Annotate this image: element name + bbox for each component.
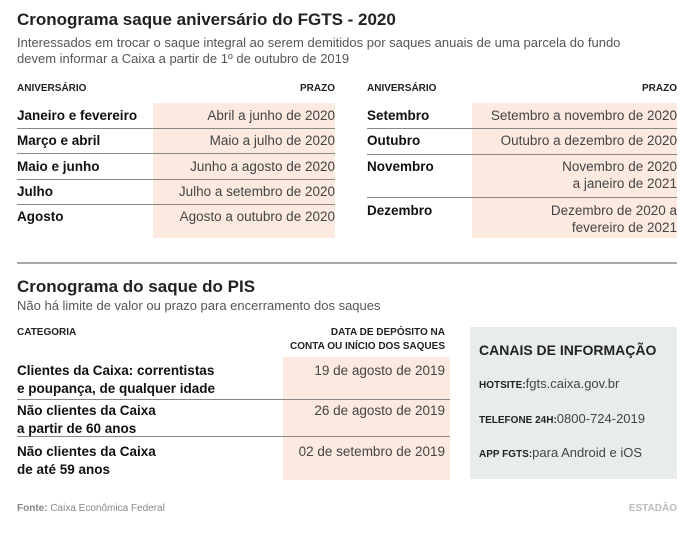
data-cell: 02 de setembro de 2019 [298,444,445,459]
col-data: DATA DE DEPÓSITO NA [330,327,445,338]
row-divider [17,436,450,437]
row-divider [17,203,335,205]
aniversario-cell: Setembro [367,108,430,123]
aniversario-cell: Novembro [367,159,434,174]
prazo-cell-2: a janeiro de 2021 [572,176,677,191]
prazo-cell: Maio a julho de 2020 [209,133,335,149]
prazo-cell: Agosto a outubro de 2020 [179,209,335,225]
highlight-column [283,357,450,480]
phone-value: 0800-724-2019 [556,411,645,426]
prazo-cell: Novembro de 2020 [562,159,677,174]
data-cell: 26 de agosto de 2019 [314,403,445,418]
row-divider [367,154,677,155]
highlight-column [153,103,335,238]
categoria-cell: Não clientes da Caixa [17,444,156,459]
prazo-cell-2: fevereiro de 2021 [571,220,677,235]
prazo-cell: Julho a setembro de 2020 [178,183,335,199]
fgts-subtitle: Interessados em trocar o saque integral … [17,35,621,50]
section-divider [17,262,677,264]
aniversario-cell: Agosto [17,209,64,225]
fgts-subtitle-2: devem informar a Caixa a partir de 1º de… [17,51,350,66]
pis-subtitle: Não há limite de valor ou prazo para enc… [17,298,381,313]
row-divider [17,178,335,180]
row-divider [17,399,450,400]
col-data-2: CONTA OU INÍCIO DOS SAQUES [289,341,445,352]
highlight-column [472,103,677,238]
categoria-cell-2: a partir de 60 anos [17,421,137,436]
col-prazo: PRAZO [642,83,677,94]
row-divider [17,128,335,129]
data-cell: 19 de agosto de 2019 [314,363,445,378]
aniversario-cell: Julho [17,183,53,199]
source: Caixa Econômica Federal [50,503,165,514]
aniversario-cell: Março e abril [17,133,101,149]
col-prazo: PRAZO [300,83,335,94]
prazo-cell: Setembro a novembro de 2020 [490,108,677,123]
fgts-title: Cronograma saque aniversário do FGTS - 2… [17,10,396,29]
hotsite-label: HOTSITE: [479,380,526,391]
info-title: CANAIS DE INFORMAÇÃO [479,342,657,358]
row-divider [367,197,677,198]
app-label: APP FGTS: [479,449,533,460]
info-box: CANAIS DE INFORMAÇÃO HOTSITE:fgts.caixa.… [470,327,677,479]
categoria-cell-2: de até 59 anos [17,462,111,477]
app-value: para Android e iOS [532,445,643,460]
categoria-cell: Clientes da Caixa: correntistas [17,363,215,378]
aniversario-cell: Dezembro [367,203,433,218]
prazo-cell: Dezembro de 2020 a [550,203,677,218]
prazo-cell: Junho a agosto de 2020 [190,158,335,174]
aniversario-cell: Outubro [367,133,421,148]
categoria-cell: Não clientes da Caixa [17,403,156,418]
prazo-cell: Outubro a dezembro de 2020 [500,133,677,148]
categoria-cell-2: e poupança, de qualquer idade [17,381,216,396]
col-categoria: CATEGORIA [17,327,77,338]
pis-title: Cronograma do saque do PIS [17,277,256,296]
aniversario-cell: Janeiro e fevereiro [17,108,138,123]
estadao-logo: ESTADÃO [628,503,677,514]
source-label: Fonte: [17,503,48,514]
prazo-cell: Abril a junho de 2020 [207,108,335,123]
hotsite-link[interactable]: fgts.caixa.gov.br [525,376,620,391]
col-aniversario: ANIVERSÁRIO [367,83,437,94]
row-divider [367,128,677,129]
aniversario-cell: Maio e junho [17,158,100,174]
phone-label: TELEFONE 24H: [479,415,557,426]
row-divider [17,153,335,155]
col-aniversario: ANIVERSÁRIO [17,83,87,94]
